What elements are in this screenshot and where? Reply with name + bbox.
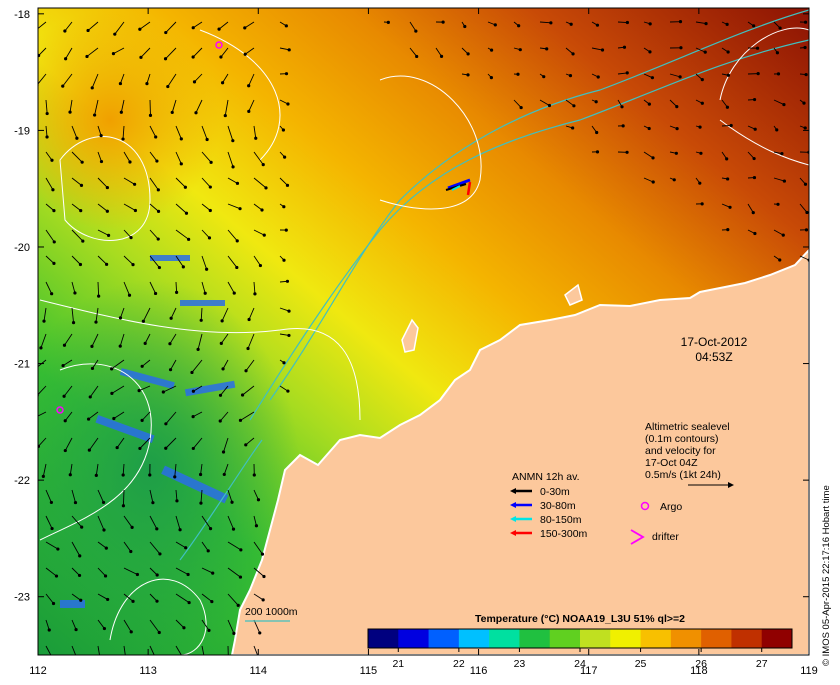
anmn-legend-label: 150-300m <box>540 528 588 540</box>
colorbar-cell <box>550 629 581 648</box>
colorbar-cell <box>731 629 762 648</box>
colorbar-cell <box>368 629 399 648</box>
longitude-tick-label: 114 <box>250 665 268 677</box>
colorbar-cell <box>429 629 460 648</box>
colorbar-tick-label: 26 <box>695 658 707 670</box>
longitude-tick-label: 119 <box>800 665 818 677</box>
longitude-tick-label: 115 <box>360 665 378 677</box>
longitude-tick-label: 113 <box>139 665 157 677</box>
colorbar-cell <box>641 629 672 648</box>
altimetry-note-line: Altimetric sealevel <box>645 421 730 433</box>
anmn-legend-label: 0-30m <box>540 486 570 498</box>
colorbar-cell <box>610 629 641 648</box>
latitude-tick-label: -20 <box>14 242 30 254</box>
isobath-legend-label: 200 1000m <box>245 606 298 618</box>
colorbar-cell <box>489 629 520 648</box>
latitude-labels: -18 -19 -20 -21 -22 -23 <box>14 9 30 604</box>
colorbar-tick-label: 27 <box>756 658 768 670</box>
latitude-tick-label: -18 <box>14 9 30 21</box>
timestamp-time: 04:53Z <box>695 350 732 364</box>
latitude-tick-label: -21 <box>14 359 30 371</box>
altimetry-note-line: 0.5m/s (1kt 24h) <box>645 469 721 481</box>
latitude-tick-label: -23 <box>14 592 30 604</box>
altimetry-note-line: 17-Oct 04Z <box>645 457 698 469</box>
colorbar-tick-label: 25 <box>635 658 647 670</box>
colorbar-cell <box>459 629 490 648</box>
colorbar-tick-label: 21 <box>392 658 404 670</box>
colorbar-cell <box>701 629 732 648</box>
longitude-tick-label: 116 <box>470 665 488 677</box>
altimetry-note-line: (0.1m contours) <box>645 433 719 445</box>
credit-line: © IMOS 05-Apr-2015 22:17:16 Hobart time <box>821 485 832 666</box>
colorbar-tick-label: 23 <box>514 658 526 670</box>
latitude-tick-label: -19 <box>14 125 30 137</box>
argo-legend-label: Argo <box>660 501 682 513</box>
colorbar-cell <box>671 629 702 648</box>
colorbar-cell <box>762 629 793 648</box>
colorbar-cell <box>519 629 550 648</box>
anmn-legend-title: ANMN 12h av. <box>512 471 580 483</box>
colorbar-cell <box>398 629 429 648</box>
altimetry-note-line: and velocity for <box>645 445 716 457</box>
drifter-legend-label: drifter <box>652 531 679 543</box>
anmn-legend-label: 80-150m <box>540 514 582 526</box>
colorbar-title: Temperature (°C) NOAA19_L3U 51% ql>=2 <box>475 613 685 625</box>
colorbar-cell <box>580 629 611 648</box>
latitude-tick-label: -22 <box>14 475 30 487</box>
colorbar-tick-label: 24 <box>574 658 586 670</box>
anmn-legend-label: 30-80m <box>540 500 576 512</box>
timestamp-date: 17-Oct-2012 <box>681 335 748 349</box>
warm-water-patch <box>0 10 220 230</box>
colorbar-tick-label: 22 <box>453 658 465 670</box>
longitude-tick-label: 112 <box>29 665 47 677</box>
